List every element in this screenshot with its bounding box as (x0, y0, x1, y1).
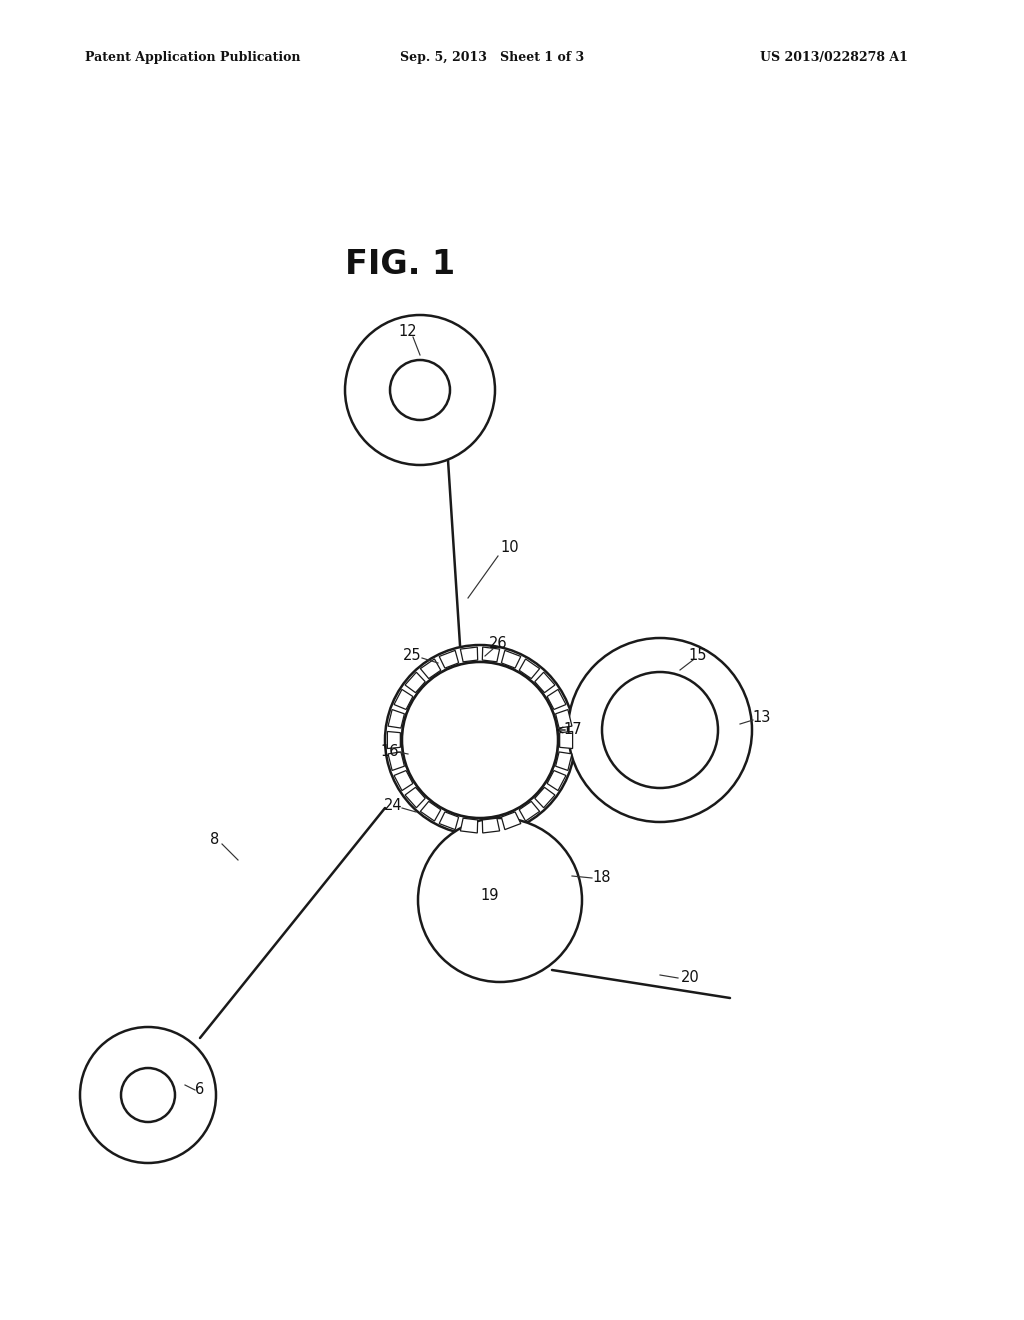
Text: FIG. 1: FIG. 1 (345, 248, 455, 281)
Polygon shape (421, 801, 440, 821)
Text: 18: 18 (593, 870, 611, 886)
Text: 26: 26 (488, 635, 507, 651)
Circle shape (602, 672, 718, 788)
Polygon shape (519, 659, 540, 678)
Circle shape (402, 663, 558, 818)
Circle shape (418, 818, 582, 982)
Polygon shape (560, 731, 572, 748)
Circle shape (402, 663, 558, 818)
Polygon shape (461, 647, 477, 661)
Text: US 2013/0228278 A1: US 2013/0228278 A1 (760, 51, 908, 65)
Text: 19: 19 (480, 887, 500, 903)
Polygon shape (547, 689, 566, 709)
Circle shape (345, 315, 495, 465)
Circle shape (385, 645, 575, 836)
Polygon shape (482, 647, 500, 661)
Polygon shape (482, 818, 500, 833)
Text: 20: 20 (681, 970, 699, 986)
Polygon shape (421, 659, 440, 678)
Text: 12: 12 (398, 325, 418, 339)
Polygon shape (388, 710, 404, 729)
Circle shape (80, 1027, 216, 1163)
Polygon shape (406, 672, 425, 693)
Text: 15: 15 (689, 648, 708, 663)
Polygon shape (547, 771, 566, 791)
Polygon shape (439, 812, 459, 829)
Text: 24: 24 (384, 799, 402, 813)
Polygon shape (502, 812, 521, 829)
Polygon shape (387, 731, 400, 748)
Text: 13: 13 (753, 710, 771, 726)
Polygon shape (394, 771, 413, 791)
Circle shape (121, 1068, 175, 1122)
Polygon shape (556, 752, 572, 771)
Text: 25: 25 (402, 648, 421, 663)
Circle shape (568, 638, 752, 822)
Polygon shape (388, 752, 404, 771)
Polygon shape (394, 689, 413, 709)
Polygon shape (439, 651, 459, 668)
Polygon shape (502, 651, 521, 668)
Polygon shape (461, 818, 477, 833)
Text: 8: 8 (210, 833, 219, 847)
Polygon shape (519, 801, 540, 821)
Polygon shape (535, 787, 555, 808)
Text: Patent Application Publication: Patent Application Publication (85, 51, 300, 65)
Text: 6: 6 (196, 1082, 205, 1097)
Polygon shape (556, 710, 572, 729)
Polygon shape (406, 787, 425, 808)
Text: 17: 17 (563, 722, 583, 738)
Text: Sep. 5, 2013   Sheet 1 of 3: Sep. 5, 2013 Sheet 1 of 3 (400, 51, 584, 65)
Polygon shape (535, 672, 555, 693)
Text: 16: 16 (381, 744, 399, 759)
Text: 10: 10 (501, 540, 519, 556)
Circle shape (390, 360, 450, 420)
